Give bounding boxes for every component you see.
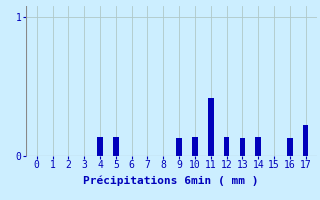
Bar [97, 137, 103, 156]
Bar [113, 137, 119, 156]
Bar [176, 138, 182, 156]
Bar [240, 138, 245, 156]
Bar [208, 98, 213, 156]
Bar [303, 125, 308, 156]
Bar [192, 137, 198, 156]
Bar [255, 137, 261, 156]
Bar [224, 137, 229, 156]
Bar [287, 138, 293, 156]
X-axis label: Précipitations 6min ( mm ): Précipitations 6min ( mm ) [84, 176, 259, 186]
